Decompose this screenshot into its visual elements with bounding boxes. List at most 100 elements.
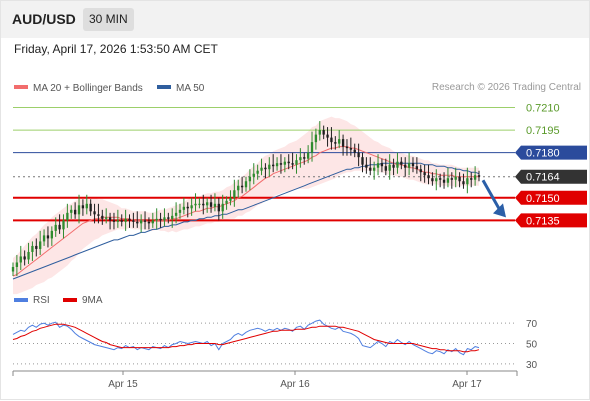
timeframe-badge[interactable]: 30 MIN: [83, 8, 134, 31]
candle: [108, 212, 112, 230]
candle-body: [240, 185, 244, 188]
candle-body: [128, 218, 131, 221]
candle-body: [42, 235, 46, 242]
candle-body: [435, 178, 438, 182]
candle: [470, 172, 473, 188]
candle-body: [299, 157, 302, 161]
candle: [454, 167, 457, 188]
candle: [233, 179, 236, 207]
candle-body: [62, 220, 65, 230]
header-bar: AUD/USD 30 MIN: [1, 1, 589, 38]
candle: [275, 157, 279, 171]
candle: [380, 158, 384, 173]
candle-body: [384, 166, 387, 171]
candle: [372, 161, 376, 180]
candle: [466, 167, 469, 194]
candle: [120, 214, 123, 227]
candle-body: [419, 169, 422, 173]
candle-body: [174, 212, 178, 216]
candle-body: [306, 152, 310, 159]
candle: [287, 154, 290, 170]
candle-body: [256, 170, 259, 174]
candle-body: [318, 130, 321, 135]
candle: [400, 157, 403, 170]
candle-body: [334, 142, 337, 144]
candle: [338, 130, 341, 149]
candle: [206, 197, 209, 213]
time-tick-label: Apr 16: [280, 379, 310, 390]
candle: [473, 166, 477, 186]
candle-body: [303, 157, 306, 159]
candle-body: [369, 167, 372, 171]
candle-body: [108, 217, 112, 221]
candle: [15, 254, 19, 277]
candle: [477, 170, 481, 182]
candle-body: [171, 215, 174, 219]
candle: [415, 157, 419, 174]
candle: [353, 143, 356, 158]
candle-body: [97, 214, 100, 216]
candle-body: [89, 203, 92, 212]
rsi-tick-label: 70: [526, 319, 538, 330]
candle: [439, 173, 442, 188]
candle-body: [473, 175, 477, 180]
projection-arrow-head: [493, 203, 506, 218]
candle: [392, 158, 395, 176]
candle-body: [120, 220, 123, 222]
candle-body: [295, 160, 298, 165]
candle-body: [392, 164, 395, 168]
candle-body: [58, 224, 61, 230]
candle-body: [349, 148, 353, 150]
candle: [19, 245, 22, 270]
level-value: 0.7210: [526, 103, 560, 115]
candle: [310, 131, 314, 162]
level-label-resistance: 0.7210: [526, 103, 560, 115]
rsi-line: [12, 319, 480, 356]
candle: [159, 212, 162, 228]
candle: [116, 209, 120, 228]
candle: [237, 179, 240, 198]
candle: [50, 226, 53, 246]
candle-body: [50, 230, 53, 239]
candle: [66, 203, 69, 228]
candle-body: [470, 178, 473, 180]
candle-body: [400, 161, 403, 165]
candle-body: [264, 167, 267, 170]
candle: [58, 214, 61, 234]
candle-body: [310, 142, 314, 153]
candle-body: [248, 176, 252, 182]
candle: [77, 194, 81, 224]
candle-body: [11, 266, 15, 272]
candle-body: [353, 149, 356, 153]
candle: [62, 214, 65, 239]
candle: [388, 154, 391, 180]
candle-body: [124, 218, 127, 222]
candle-body: [423, 172, 426, 176]
candle-body: [477, 175, 481, 177]
candle: [85, 194, 88, 215]
candle: [369, 157, 372, 176]
candle-body: [81, 205, 85, 209]
candle: [404, 157, 407, 177]
candle-body: [70, 209, 73, 213]
rsi-tick-label: 30: [526, 360, 538, 371]
candle-body: [213, 203, 217, 207]
candle: [155, 208, 158, 230]
candle: [27, 242, 30, 264]
candle: [295, 154, 298, 174]
candle: [163, 208, 166, 227]
candle-body: [206, 202, 209, 206]
candle: [112, 212, 116, 230]
candle-body: [330, 137, 333, 143]
candle: [306, 145, 310, 164]
candle: [240, 176, 244, 194]
candle-body: [93, 211, 96, 215]
candle-body: [182, 206, 186, 210]
candle: [225, 196, 228, 210]
candle: [194, 193, 197, 212]
candle: [190, 197, 193, 216]
candle: [39, 230, 42, 255]
level-label-last: 0.7164: [515, 169, 587, 184]
candle-body: [85, 203, 88, 209]
